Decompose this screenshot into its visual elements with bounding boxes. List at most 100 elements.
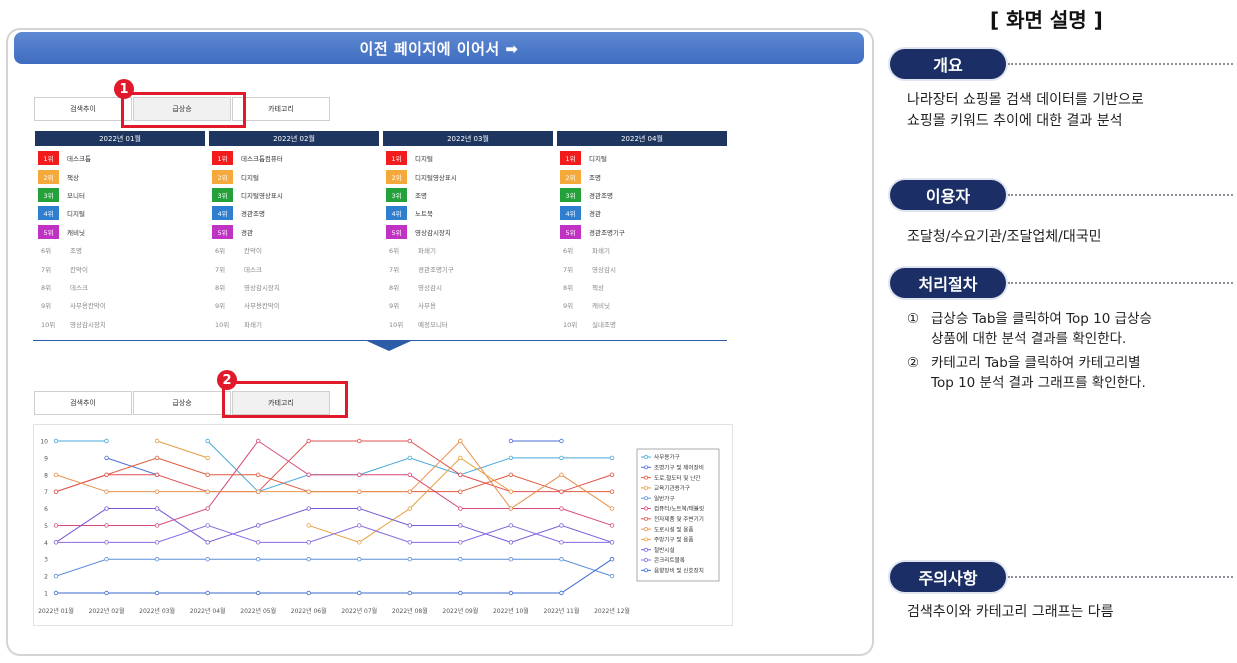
procedure-steps: ① 급상승 Tab을 클릭하여 Top 10 급상승 상품에 대한 분석 결과를… xyxy=(907,309,1232,397)
top-tab-bar: 검색추이 급상승 카테고리 xyxy=(34,97,331,121)
data-point xyxy=(154,540,160,545)
rank-number: 6위 xyxy=(41,247,52,256)
ranking-row[interactable]: 4위 경관 xyxy=(557,204,727,222)
rank-number: 9위 xyxy=(563,302,574,311)
ranking-row[interactable]: 9위 사무용칸막이 xyxy=(209,296,379,314)
legend-marker xyxy=(644,527,648,532)
data-point xyxy=(104,557,109,562)
ranking-row[interactable]: 4위 경관조명 xyxy=(209,204,379,222)
ranking-row[interactable]: 8위 영상감시장치 xyxy=(209,278,379,296)
ranking-row[interactable]: 2위 조명 xyxy=(557,167,727,185)
ranking-row[interactable]: 3위 경관조명 xyxy=(557,186,727,204)
ranking-row[interactable]: 3위 모니터 xyxy=(35,186,205,204)
ranking-row[interactable]: 4위 노트북 xyxy=(383,204,553,222)
rank-item-name: 파쇄기 xyxy=(244,320,262,329)
ranking-row[interactable]: 9위 사무용 xyxy=(383,296,553,314)
rank-item-name: 데스크톱 xyxy=(67,155,91,164)
ranking-column: 2022년 01월 1위 데스크톱 2위 책상 3위 모니터 4위 디지털 5위 캐비닛 6위 조명 7위… xyxy=(35,131,205,333)
data-point xyxy=(255,472,261,477)
ranking-row[interactable]: 7위 데스크 xyxy=(209,259,379,277)
data-point xyxy=(508,506,514,511)
x-tick-label: 2022년 09월 xyxy=(442,607,478,615)
ranking-row[interactable]: 6위 칸막이 xyxy=(209,241,379,259)
rank-item-name: 사무용 xyxy=(418,302,436,311)
ranking-row[interactable]: 2위 디지털 xyxy=(209,167,379,185)
x-tick-label: 2022년 06월 xyxy=(291,607,327,615)
legend-label: 철반시설 xyxy=(654,546,675,554)
rank-item-name: 칸막이 xyxy=(244,247,262,256)
rank-item-name: 경관조명 xyxy=(589,191,613,200)
ranking-row[interactable]: 1위 디지털 xyxy=(383,149,553,167)
ranking-column: 2022년 02월 1위 데스크톱컴퓨터 2위 디지털 3위 디지털영상표시 4위 경관조명 5위… xyxy=(209,131,379,333)
ranking-row[interactable]: 2위 디지털영상표시 xyxy=(383,167,553,185)
ranking-row[interactable]: 5위 경관 xyxy=(209,223,379,241)
data-point xyxy=(205,455,210,461)
ranking-row[interactable]: 6위 파쇄기 xyxy=(557,241,727,259)
data-point xyxy=(205,590,210,596)
data-point xyxy=(255,438,261,444)
ranking-row[interactable]: 7위 영상감시 xyxy=(557,259,727,277)
ranking-row[interactable]: 8위 영상감시 xyxy=(383,278,553,296)
data-point xyxy=(559,455,564,461)
highlight-category-tab xyxy=(222,381,348,418)
ranking-row[interactable]: 3위 디지털영상표시 xyxy=(209,186,379,204)
ranking-row[interactable]: 5위 경관조명기구 xyxy=(557,223,727,241)
ranking-month-header: 2022년 01월 xyxy=(35,131,205,146)
rank-item-name: 조명 xyxy=(415,191,427,200)
data-point xyxy=(559,472,564,477)
category-line-chart: 1 2 3 4 5 6 7 8 9 10 2022년 01월 2022년 02월 2022년 03월 20… xyxy=(33,424,733,626)
overview-line: 쇼핑몰 키워드 추이에 대한 결과 분석 xyxy=(907,113,1123,129)
rank-badge: 3위 xyxy=(38,187,59,202)
tab-category[interactable]: 카테고리 xyxy=(232,97,330,121)
x-tick-label: 2022년 04월 xyxy=(190,607,226,615)
legend-label: 일반가구 xyxy=(654,494,675,502)
ranking-row[interactable]: 10위 영상감시장치 xyxy=(35,315,205,333)
ranking-row[interactable]: 10위 파쇄기 xyxy=(209,315,379,333)
data-point xyxy=(609,523,615,528)
rank-badge: 1위 xyxy=(386,151,407,166)
ranking-row[interactable]: 1위 디지털 xyxy=(557,149,727,167)
ranking-row[interactable]: 7위 칸막이 xyxy=(35,259,205,277)
ranking-row[interactable]: 10위 예정모니터 xyxy=(383,315,553,333)
ranking-row[interactable]: 1위 데스크톱컴퓨터 xyxy=(209,149,379,167)
ranking-row[interactable]: 6위 파쇄기 xyxy=(383,241,553,259)
y-tick-label: 7 xyxy=(44,489,48,496)
tab-search-trend[interactable]: 검색추이 xyxy=(34,391,132,415)
rank-number: 7위 xyxy=(41,265,52,274)
series-line xyxy=(207,440,612,493)
rank-item-name: 사무용칸막이 xyxy=(70,302,106,311)
rank-number: 8위 xyxy=(389,283,400,292)
rank-item-name: 모니터 xyxy=(67,191,85,200)
tab-search-trend[interactable]: 검색추이 xyxy=(34,97,132,121)
ranking-row[interactable]: 2위 책상 xyxy=(35,167,205,185)
ranking-row[interactable]: 4위 디지털 xyxy=(35,204,205,222)
data-point xyxy=(357,557,362,562)
tab-rising[interactable]: 급상승 xyxy=(133,391,231,415)
rank-badge: 4위 xyxy=(560,206,581,221)
tab-category[interactable]: 카테고리 xyxy=(232,391,330,415)
tab-rising[interactable]: 급상승 xyxy=(133,97,231,121)
data-point xyxy=(205,557,210,562)
ranking-row[interactable]: 6위 조명 xyxy=(35,241,205,259)
data-point xyxy=(53,590,59,596)
series-line xyxy=(55,558,613,577)
ranking-row[interactable]: 10위 실내조명 xyxy=(557,315,727,333)
ranking-row[interactable]: 8위 책상 xyxy=(557,278,727,296)
section-label-overview: 개요 xyxy=(890,49,1006,79)
ranking-row[interactable]: 1위 데스크톱 xyxy=(35,149,205,167)
rank-number: 9위 xyxy=(215,302,226,311)
data-point xyxy=(559,540,564,545)
ranking-row[interactable]: 5위 영상감시장치 xyxy=(383,223,553,241)
data-point xyxy=(508,438,514,444)
rank-item-name: 노트북 xyxy=(415,210,433,219)
ranking-row[interactable]: 5위 캐비닛 xyxy=(35,223,205,241)
rank-item-name: 영상감시장치 xyxy=(244,283,280,292)
ranking-row[interactable]: 3위 조명 xyxy=(383,186,553,204)
ranking-month-header: 2022년 03월 xyxy=(383,131,553,146)
ranking-row[interactable]: 9위 사무용칸막이 xyxy=(35,296,205,314)
ranking-row[interactable]: 8위 데스크 xyxy=(35,278,205,296)
data-point xyxy=(306,523,311,528)
ranking-row[interactable]: 7위 경관조명기구 xyxy=(383,259,553,277)
legend-marker xyxy=(644,537,648,542)
ranking-row[interactable]: 9위 캐비닛 xyxy=(557,296,727,314)
